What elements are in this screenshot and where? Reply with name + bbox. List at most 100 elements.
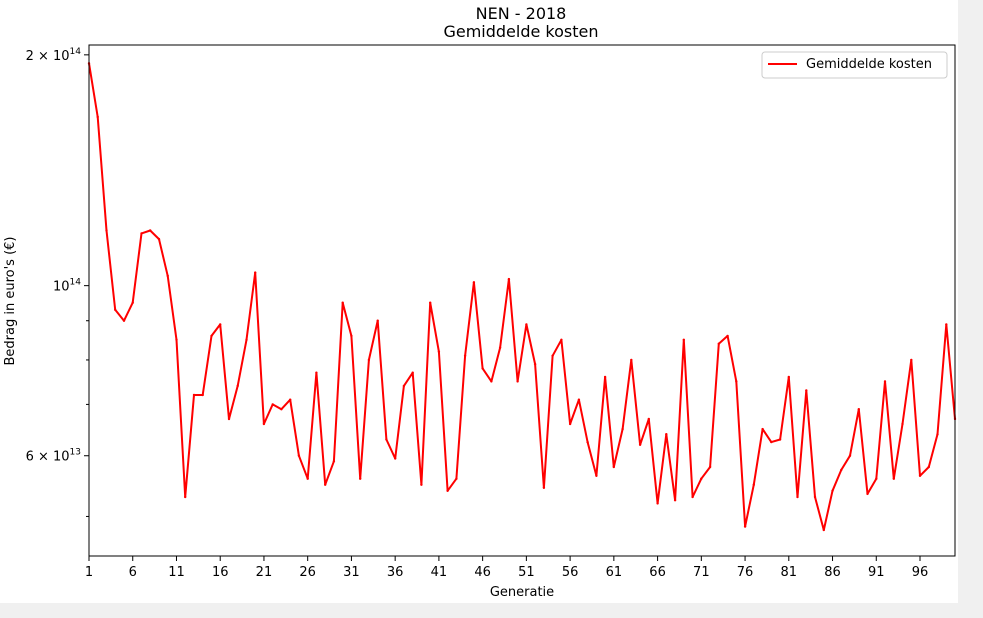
- data-point-28: [324, 483, 327, 486]
- x-tick-label: 41: [431, 565, 448, 580]
- y-axis-ticks: 2 × 1014 1014 6 × 1013: [26, 47, 89, 465]
- data-point-78: [761, 427, 764, 431]
- data-point-73: [717, 342, 720, 345]
- data-point-42: [446, 489, 449, 492]
- data-point-89: [857, 408, 860, 411]
- data-point-58: [586, 440, 589, 444]
- data-point-38: [411, 371, 414, 374]
- data-point-92: [883, 380, 887, 383]
- plot-area: [87, 62, 957, 532]
- data-point-91: [875, 477, 878, 480]
- data-point-46: [481, 367, 484, 370]
- data-point-93: [892, 477, 895, 480]
- data-point-88: [848, 454, 852, 457]
- data-point-22: [271, 403, 274, 406]
- data-point-54: [551, 354, 554, 357]
- x-tick-label: 36: [387, 565, 404, 580]
- x-tick-label: 61: [606, 565, 623, 580]
- data-point-98: [936, 433, 939, 436]
- data-point-23: [280, 408, 283, 411]
- data-point-9: [157, 237, 161, 241]
- y-tick-label: 2 × 1014: [26, 47, 82, 64]
- data-point-24: [289, 398, 292, 401]
- data-point-41: [437, 350, 441, 353]
- x-tick-label: 31: [343, 565, 360, 580]
- data-point-61: [612, 465, 615, 469]
- data-point-11: [175, 338, 178, 341]
- x-tick-label: 76: [737, 565, 754, 580]
- x-tick-label: 46: [474, 565, 491, 580]
- x-tick-label: 56: [562, 565, 579, 580]
- x-tick-label: 91: [868, 565, 885, 580]
- data-point-50: [516, 380, 519, 383]
- data-point-96: [918, 474, 922, 477]
- data-point-25: [297, 454, 301, 457]
- data-point-32: [359, 477, 362, 480]
- legend-label: Gemiddelde kosten: [806, 57, 932, 72]
- data-point-51: [525, 323, 528, 326]
- x-tick-label: 51: [518, 565, 535, 580]
- data-point-49: [507, 277, 511, 281]
- data-point-39: [420, 483, 423, 486]
- data-point-74: [726, 334, 729, 338]
- data-point-79: [770, 440, 773, 444]
- x-tick-label: 1: [85, 565, 93, 580]
- data-point-47: [490, 380, 493, 383]
- figure-canvas: NEN - 2018 Gemiddelde kosten 2 × 1014 101…: [0, 0, 958, 603]
- data-point-7: [140, 232, 143, 235]
- data-point-67: [665, 433, 668, 436]
- data-point-99: [945, 323, 948, 326]
- data-point-37: [402, 384, 406, 388]
- data-point-36: [394, 457, 397, 460]
- data-point-35: [385, 438, 388, 441]
- data-point-10: [166, 274, 169, 277]
- data-point-33: [367, 358, 371, 362]
- data-point-60: [603, 375, 607, 379]
- data-point-69: [682, 338, 685, 341]
- data-point-62: [621, 427, 624, 431]
- data-point-52: [533, 362, 537, 366]
- data-point-5: [122, 319, 126, 322]
- data-point-15: [210, 334, 213, 338]
- chart-subtitle: Gemiddelde kosten: [443, 22, 598, 41]
- data-point-3: [105, 229, 108, 232]
- x-tick-label: 26: [299, 565, 316, 580]
- data-point-14: [201, 393, 204, 397]
- x-tick-label: 66: [649, 565, 666, 580]
- data-point-83: [805, 389, 808, 392]
- data-point-75: [735, 380, 738, 383]
- data-point-44: [463, 354, 467, 357]
- x-tick-label: 86: [824, 565, 841, 580]
- data-point-85: [822, 528, 825, 532]
- x-tick-label: 11: [168, 565, 185, 580]
- data-point-77: [752, 483, 755, 486]
- data-point-29: [332, 460, 336, 463]
- chart-title: NEN - 2018: [476, 4, 567, 23]
- y-axis-label: Bedrag in euro's (€): [3, 237, 18, 366]
- data-point-40: [429, 301, 432, 304]
- data-point-45: [472, 281, 476, 284]
- x-tick-label: 6: [129, 565, 137, 580]
- x-axis-ticks: 1 6 11 16 21 26 31 36 41 46 51 56 61 66 71 76 81 86 91 96: [85, 556, 928, 580]
- x-tick-label: 81: [781, 565, 798, 580]
- line-chart: NEN - 2018 Gemiddelde kosten 2 × 1014 101…: [3, 4, 957, 600]
- data-point-26: [306, 477, 309, 480]
- data-point-80: [778, 438, 782, 441]
- x-axis-label: Generatie: [490, 585, 554, 600]
- data-point-57: [577, 398, 581, 401]
- data-point-76: [743, 525, 747, 528]
- data-point-34: [376, 319, 379, 322]
- data-point-84: [813, 495, 817, 499]
- data-point-71: [700, 477, 703, 480]
- data-point-95: [910, 358, 913, 362]
- data-point-68: [673, 499, 677, 502]
- legend-box: [761, 51, 948, 79]
- data-point-18: [236, 384, 239, 388]
- data-point-81: [787, 375, 790, 379]
- x-tick-label: 71: [693, 565, 710, 580]
- data-point-30: [341, 301, 344, 304]
- y-tick-label: 6 × 1013: [26, 448, 81, 465]
- data-point-20: [254, 271, 257, 274]
- data-point-97: [927, 465, 930, 469]
- x-tick-label: 16: [212, 565, 229, 580]
